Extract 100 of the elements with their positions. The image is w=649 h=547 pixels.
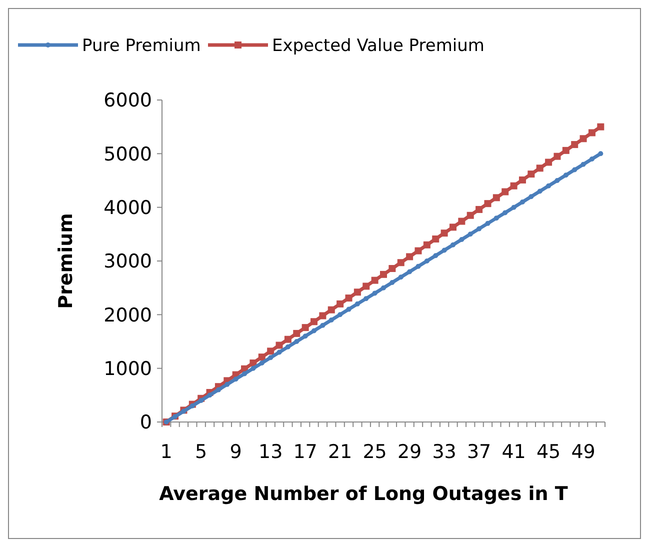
point [563,172,568,178]
point [372,290,378,296]
point [414,247,422,254]
point [233,376,238,382]
x-tick-label: 1 [160,441,172,463]
y-tick-label: 2000 [104,304,152,326]
point [242,371,248,376]
x-tick-label: 49 [571,441,596,463]
point [580,162,586,167]
x-tick-label: 45 [536,441,561,463]
x-tick-label: 9 [230,441,242,463]
point [362,282,370,290]
point [433,253,438,258]
point [302,324,309,332]
point [207,392,212,398]
y-axis-title: Premium [55,213,77,309]
point [293,330,300,337]
point [571,141,578,148]
point [267,348,274,355]
point [545,158,552,166]
point [589,156,594,162]
y-tick-label: 1000 [104,358,152,380]
point [258,354,266,361]
point [510,182,518,190]
point [449,224,456,231]
point [518,176,526,184]
y-tick-label: 3000 [104,250,152,273]
point [476,226,482,232]
point [381,285,386,290]
point [484,200,492,208]
point [250,366,256,371]
point [597,123,604,130]
x-tick-label: 13 [258,441,283,463]
point [407,269,412,274]
y-tick-label: 6000 [104,90,152,112]
point [312,328,317,334]
point [432,235,440,242]
point [388,265,396,272]
point [546,183,552,188]
point [598,151,604,156]
point [276,342,283,349]
point [476,206,483,213]
x-tick-label: 41 [502,441,526,463]
x-tick-label: 25 [362,441,387,463]
point [502,188,509,196]
point [494,216,499,221]
point [284,336,292,343]
point [398,274,404,280]
x-tick-label: 37 [466,441,492,463]
x-tick-label: 21 [328,441,352,463]
point [354,301,360,306]
point [450,242,456,248]
point [285,344,290,350]
point [310,318,318,326]
point [520,199,525,204]
point [406,253,414,260]
x-axis-title: Average Number of Long Outages in T [159,483,568,505]
point [536,164,544,172]
point [485,220,490,226]
point [259,360,264,366]
point [572,167,578,172]
point [328,306,335,314]
point [528,170,535,178]
point [354,288,361,296]
point [511,204,516,210]
point [468,232,473,237]
x-tick-label: 33 [432,441,456,463]
x-tick-label: 5 [195,441,208,463]
point [440,230,448,237]
point [345,294,352,302]
point [492,194,500,202]
point [502,210,508,216]
point [302,334,308,339]
point [416,264,421,269]
point [319,312,326,320]
point [320,322,326,328]
point [554,178,560,183]
point [442,248,447,253]
point [371,276,378,284]
point [216,387,221,392]
y-tick-label: 0 [140,412,152,434]
point [336,300,344,308]
x-tick-label: 29 [397,441,422,463]
point [537,188,542,194]
point [346,306,352,312]
point [364,296,369,302]
legend-label: Expected Value Premium [272,36,484,56]
point [528,194,534,200]
y-tick-label: 5000 [104,143,152,166]
point [459,237,464,242]
point [250,359,257,366]
point [580,135,587,142]
point [276,350,282,355]
point [198,398,204,404]
point [397,259,404,266]
point [294,339,300,344]
point [390,280,395,285]
legend-label: Pure Premium [82,36,201,56]
point [328,318,334,323]
point [380,270,387,278]
